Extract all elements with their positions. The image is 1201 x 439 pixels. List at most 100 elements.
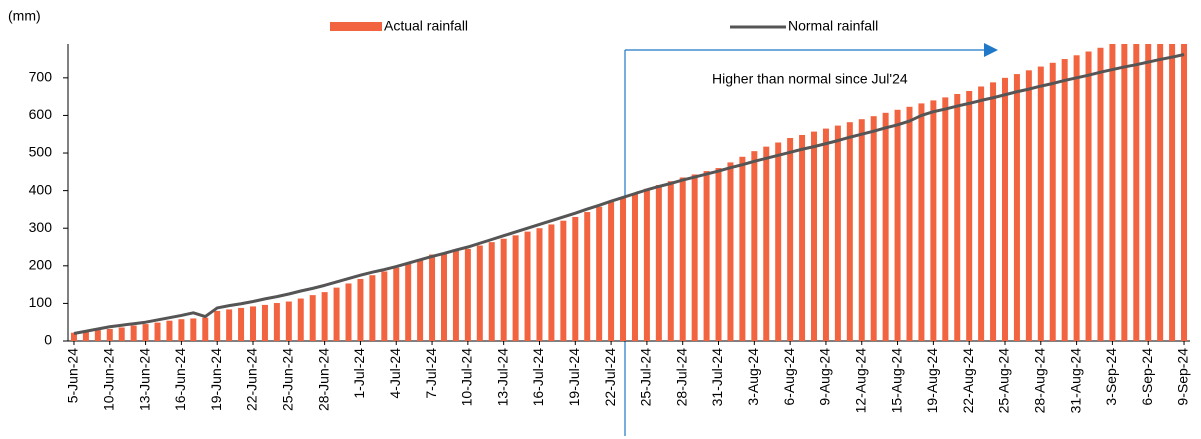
legend-label: Normal rainfall [788,18,878,34]
bar [536,228,543,341]
bar [464,248,471,341]
bar [631,193,638,341]
bar [381,271,388,341]
bar [417,259,424,341]
bar [727,162,734,341]
bar [226,309,233,341]
x-tick-label: 16-Jul-24 [530,348,546,407]
x-tick-label: 25-Jul-24 [638,348,654,407]
x-tick-label: 31-Aug-24 [1067,348,1083,414]
bar [1121,44,1128,341]
bar [202,317,209,341]
bar [261,304,268,341]
bar [990,82,997,341]
y-tick-label: 700 [29,69,53,85]
bar [321,292,328,341]
x-tick-label: 12-Aug-24 [852,348,868,414]
x-tick-label: 28-Aug-24 [1032,348,1048,414]
bar [512,235,519,341]
x-tick-label: 28-Jul-24 [673,348,689,407]
bar [214,310,221,341]
bar [739,156,746,341]
x-tick-label: 22-Jun-24 [244,348,260,411]
bar [1181,44,1188,341]
bar [1061,59,1068,342]
bar [142,324,149,341]
bar [345,283,352,341]
bar [763,146,770,341]
bar [178,319,185,341]
bar [894,109,901,341]
bar [954,94,961,341]
bar [1145,44,1152,341]
bar [166,320,173,341]
bar [118,327,125,341]
bar [858,119,865,341]
x-tick-label: 22-Jul-24 [602,348,618,407]
legend-swatch [330,22,382,31]
annotation: Higher than normal since Jul'24 [712,71,908,87]
bar [1109,44,1116,341]
x-tick-label: 31-Jul-24 [709,348,725,407]
bar [691,174,698,341]
bar [1097,47,1104,342]
x-tick-label: 6-Aug-24 [781,348,797,406]
bar [715,168,722,341]
bar [918,103,925,342]
x-tick-label: 9-Aug-24 [817,348,833,406]
bar [1133,44,1140,341]
bar [834,125,841,341]
bar [882,112,889,341]
bar [703,171,710,341]
arrow-head [984,43,998,57]
bar [273,303,280,341]
x-tick-label: 19-Aug-24 [924,348,940,414]
y-tick-label: 400 [29,181,53,197]
x-tick-label: 22-Aug-24 [960,348,976,414]
bar [309,295,316,341]
x-tick-label: 16-Jun-24 [172,348,188,411]
bar [440,252,447,341]
x-tick-label: 3-Sep-24 [1103,348,1119,406]
x-tick-label: 5-Jun-24 [65,348,81,403]
bar [548,224,555,341]
bar [488,242,495,341]
bar [94,330,101,341]
bar [620,197,627,341]
bar [369,275,376,341]
x-tick-label: 1-Jul-24 [351,348,367,399]
bar [799,134,806,341]
bar [775,142,782,341]
line [73,53,1185,335]
x-tick-label: 13-Jul-24 [494,348,510,407]
bar [333,287,340,341]
bar [584,212,591,341]
bar [1025,70,1032,341]
legend-label: Actual rainfall [384,18,468,34]
bar [966,90,973,341]
bar [930,100,937,342]
x-tick-label: 13-Jun-24 [136,348,152,411]
bar [608,201,615,341]
bar [870,116,877,341]
bar [452,250,459,341]
x-tick-label: 10-Jun-24 [100,348,116,411]
x-tick-label: 7-Jul-24 [423,348,439,399]
y-axis-unit: (mm) [8,8,41,24]
bar [572,216,579,341]
bar [524,231,531,341]
y-tick-label: 600 [29,106,53,122]
y-tick-label: 500 [29,144,53,160]
bar [655,184,662,341]
bar [1037,66,1044,342]
bar [978,86,985,342]
y-tick-label: 100 [29,294,53,310]
bar [942,97,949,341]
bar [106,328,113,341]
bar [1049,62,1056,341]
x-tick-label: 10-Jul-24 [459,348,475,407]
x-tick-label: 25-Jun-24 [280,348,296,411]
bar [822,128,829,341]
bar [667,181,674,341]
